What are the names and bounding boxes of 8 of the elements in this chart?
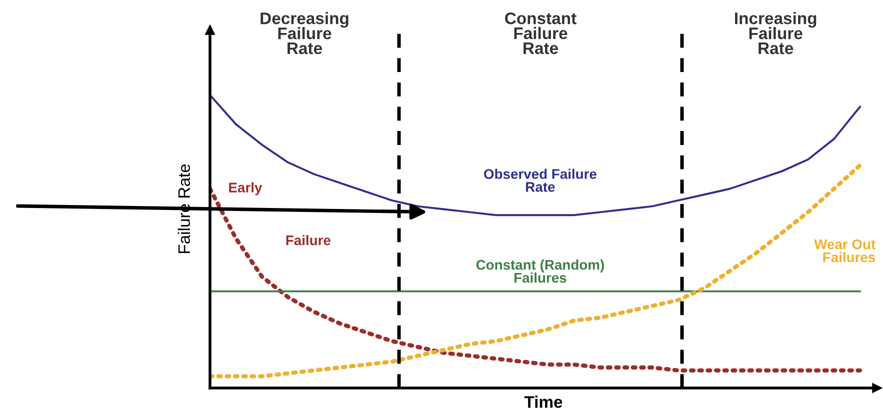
text: Decreasing Failure Rate — [260, 12, 348, 54]
series-label: Constant (Random) Failures — [476, 260, 604, 283]
text: Early Failure — [229, 182, 330, 246]
x-axis-title: Time — [524, 396, 562, 408]
text: Constant Failure Rate — [505, 12, 576, 54]
series-label: Observed Failure Rate — [484, 168, 596, 192]
series-label: Wear Out Failures — [814, 239, 876, 262]
text: Increasing Failure Rate — [735, 12, 816, 54]
